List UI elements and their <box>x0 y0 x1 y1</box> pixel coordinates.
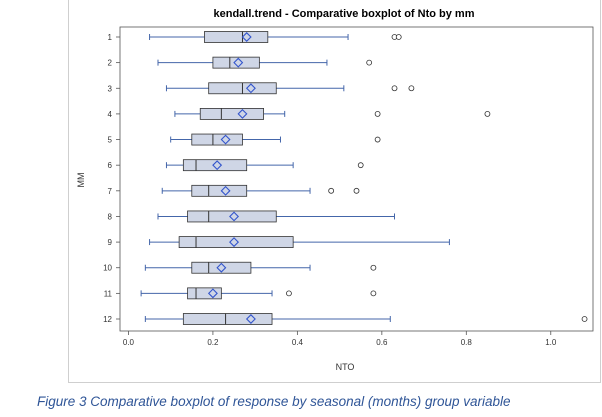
y-tick-label: 9 <box>108 238 113 247</box>
y-axis-label: MM <box>76 173 86 188</box>
x-tick-label: 0.4 <box>292 338 304 347</box>
chart-title: kendall.trend - Comparative boxplot of N… <box>214 8 475 20</box>
outlier-point <box>484 111 491 117</box>
x-tick-label: 1.0 <box>545 338 557 347</box>
box <box>212 56 260 69</box>
box <box>199 108 264 120</box>
box <box>178 236 294 248</box>
x-tick-label: 0.2 <box>207 338 219 347</box>
y-tick-label: 6 <box>108 161 113 170</box>
mean-marker <box>216 262 227 273</box>
y-tick-label: 1 <box>108 33 113 42</box>
boxplot-chart: kendall.trend - Comparative boxplot of N… <box>76 8 594 372</box>
mean-marker <box>220 185 231 196</box>
box <box>187 210 277 223</box>
outlier-point <box>328 187 335 194</box>
mean-marker <box>220 134 231 145</box>
y-tick-label: 5 <box>108 136 113 145</box>
x-tick-label: 0.8 <box>461 338 473 347</box>
y-tick-label: 2 <box>108 59 113 68</box>
outlier-point <box>395 34 402 40</box>
outlier-point <box>408 85 415 92</box>
box <box>187 287 222 300</box>
plot-area <box>119 26 594 332</box>
y-tick-label: 4 <box>108 110 113 119</box>
outlier-point <box>374 136 381 143</box>
box <box>191 133 243 146</box>
mean-marker <box>237 108 248 119</box>
mean-marker <box>233 57 244 68</box>
y-tick-label: 8 <box>108 212 113 221</box>
mean-marker <box>207 288 218 299</box>
mean-marker <box>245 314 256 324</box>
box <box>182 313 273 325</box>
mean-marker <box>212 160 223 171</box>
mean-marker <box>245 83 256 94</box>
outlier-point <box>391 85 398 92</box>
y-tick-label: 12 <box>103 315 112 324</box>
outlier-point <box>357 162 364 169</box>
y-tick-label: 3 <box>108 84 113 93</box>
mean-marker <box>229 237 240 248</box>
outlier-point <box>370 290 377 297</box>
figure-frame: kendall.trend - Comparative boxplot of N… <box>68 0 601 383</box>
mean-marker <box>229 211 240 222</box>
x-axis-label: NTO <box>336 362 355 372</box>
box <box>191 261 252 274</box>
outlier-point <box>366 59 373 66</box>
box <box>182 159 248 172</box>
outlier-point <box>353 187 360 194</box>
box <box>204 31 269 43</box>
outlier-point <box>370 264 377 271</box>
y-tick-label: 7 <box>108 187 113 196</box>
figure-caption: Figure 3 Comparative boxplot of response… <box>37 394 511 409</box>
x-tick-label: 0.0 <box>123 338 135 347</box>
outlier-point <box>581 316 588 322</box>
outlier-point <box>286 290 292 297</box>
y-tick-label: 10 <box>103 264 112 273</box>
mean-marker <box>241 32 252 42</box>
x-tick-label: 0.6 <box>376 338 388 347</box>
y-tick-label: 11 <box>104 289 113 298</box>
outlier-point <box>374 111 381 117</box>
box <box>191 184 248 197</box>
